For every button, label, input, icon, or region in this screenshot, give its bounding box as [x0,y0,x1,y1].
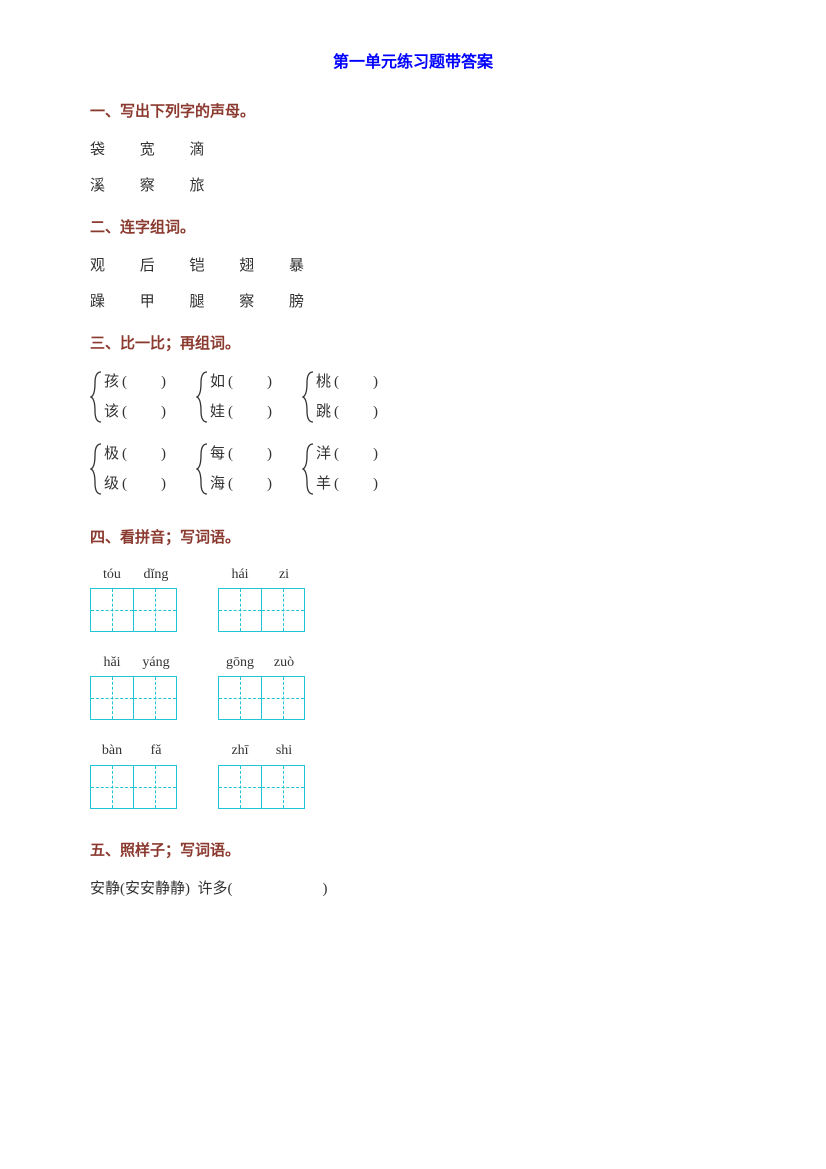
prompt-word: 许多 [198,881,228,897]
char: 如 [210,370,228,394]
example-word: 安静 [90,881,120,897]
writing-box [90,588,134,632]
pinyin-label: yáng [134,652,178,674]
pinyin-label: hǎi [90,652,134,674]
pinyin-label: gōng [218,652,262,674]
char: 宽 [140,138,184,162]
brace-group-1: 孩() 该() 如() 娃() 桃() 跳() [90,370,736,424]
section-3-heading: 三、比一比；再组词。 [90,332,736,356]
pinyin-label: dǐng [134,564,178,586]
section-5-heading: 五、照样子；写词语。 [90,839,736,863]
pinyin-label: bàn [90,740,134,762]
char: 后 [140,254,184,278]
section-1-row-1: 袋 宽 滴 [90,138,736,162]
pinyin-label: fǎ [134,740,178,762]
char: 溪 [90,174,134,198]
pinyin-label: hái [218,564,262,586]
char: 甲 [140,290,184,314]
char: 翅 [239,254,283,278]
section-5-example: 安静(安安静静) 许多() [90,877,736,901]
section-2-row-2: 躁 甲 腿 察 膀 [90,290,736,314]
section-1-row-2: 溪 察 旅 [90,174,736,198]
pinyin-block: hǎi yáng [90,652,178,720]
char: 旅 [190,174,234,198]
brace-icon [90,442,104,496]
pinyin-label: zhī [218,740,262,762]
section-1-heading: 一、写出下列字的声母。 [90,100,736,124]
pinyin-block: bàn fǎ [90,740,178,808]
char: 滴 [190,138,234,162]
section-2-row-1: 观 后 铠 翅 暴 [90,254,736,278]
char: 察 [140,174,184,198]
pinyin-block: gōng zuò [218,652,306,720]
pinyin-block: hái zi [218,564,306,632]
brace-pair: 洋() 羊() [302,442,378,496]
char: 腿 [190,290,234,314]
writing-box [218,676,262,720]
pinyin-block: tóu dǐng [90,564,178,632]
char: 观 [90,254,134,278]
writing-box [261,765,305,809]
writing-box [261,676,305,720]
pinyin-label: zuò [262,652,306,674]
paren-open: ( [228,881,233,897]
pinyin-label: tóu [90,564,134,586]
writing-box [133,676,177,720]
writing-box [133,588,177,632]
char: 跳 [316,400,334,424]
pinyin-label: zi [262,564,306,586]
char: 孩 [104,370,122,394]
brace-icon [302,442,316,496]
char: 铠 [190,254,234,278]
brace-icon [196,370,210,424]
brace-pair: 极() 级() [90,442,166,496]
writing-box [90,676,134,720]
char: 桃 [316,370,334,394]
writing-box [218,765,262,809]
pinyin-row: bàn fǎ zhī shi [90,740,736,808]
writing-box [261,588,305,632]
brace-pair: 桃() 跳() [302,370,378,424]
char: 暴 [289,254,333,278]
writing-box [218,588,262,632]
brace-group-2: 极() 级() 每() 海() 洋() 羊() [90,442,736,496]
pinyin-block: zhī shi [218,740,306,808]
char: 羊 [316,472,334,496]
char: 躁 [90,290,134,314]
char: 膀 [289,290,333,314]
char: 级 [104,472,122,496]
char: 海 [210,472,228,496]
char: 袋 [90,138,134,162]
pinyin-label: shi [262,740,306,762]
example-expand: (安安静静) [120,881,190,897]
brace-pair: 孩() 该() [90,370,166,424]
brace-pair: 每() 海() [196,442,272,496]
pinyin-row: hǎi yáng gōng zuò [90,652,736,720]
section-2-heading: 二、连字组词。 [90,216,736,240]
pinyin-row: tóu dǐng hái zi [90,564,736,632]
page-title: 第一单元练习题带答案 [90,50,736,76]
paren-close: ) [323,881,328,897]
char: 洋 [316,442,334,466]
char: 极 [104,442,122,466]
brace-icon [302,370,316,424]
writing-box [90,765,134,809]
writing-box [133,765,177,809]
section-4-heading: 四、看拼音；写词语。 [90,526,736,550]
char: 每 [210,442,228,466]
char: 该 [104,400,122,424]
char: 娃 [210,400,228,424]
brace-icon [90,370,104,424]
brace-icon [196,442,210,496]
brace-pair: 如() 娃() [196,370,272,424]
char: 察 [239,290,283,314]
